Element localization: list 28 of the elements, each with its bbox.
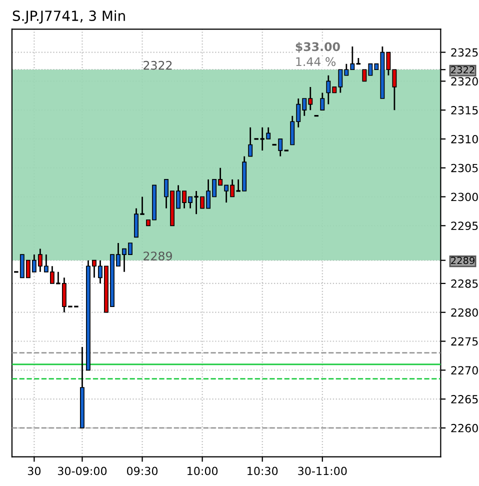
candlestick bbox=[320, 92, 325, 111]
y-tick-label: 2295 bbox=[451, 222, 478, 230]
chart-title: S.JP.J7741, 3 Min bbox=[12, 10, 125, 24]
y-tick-label: 2270 bbox=[451, 366, 478, 375]
annotation: 2289 bbox=[144, 252, 172, 261]
x-tick-label: 30-11:00 bbox=[298, 466, 347, 476]
x-tick-label: 10:00 bbox=[188, 466, 218, 476]
annotation: $33.00 bbox=[296, 42, 340, 53]
x-tick-label: 09:30 bbox=[126, 466, 158, 476]
y-tick-label: 2322 bbox=[451, 66, 474, 74]
y-tick-label: 2285 bbox=[451, 279, 478, 288]
candlestick bbox=[248, 126, 253, 158]
x-tick-label: 30-09:00 bbox=[58, 466, 107, 476]
y-tick-label: 2289 bbox=[451, 256, 474, 264]
y-tick-label: 2260 bbox=[451, 424, 478, 432]
y-tick-label: 2310 bbox=[451, 134, 478, 144]
y-tick-label: 2275 bbox=[451, 337, 478, 346]
y-tick-label: 2325 bbox=[451, 48, 478, 57]
y-tick-label: 2315 bbox=[451, 106, 478, 114]
y-tick-label: 2320 bbox=[451, 77, 478, 86]
y-tick-label: 2300 bbox=[451, 192, 478, 202]
y-tick-label: 2305 bbox=[451, 164, 478, 172]
annotation: 2322 bbox=[144, 60, 172, 70]
y-tick-label: 2280 bbox=[451, 308, 478, 317]
y-tick-label: 2265 bbox=[451, 395, 478, 404]
x-tick-label: 30 bbox=[28, 466, 41, 476]
annotation: 1.44 % bbox=[296, 57, 336, 66]
x-tick-label: 10:30 bbox=[248, 466, 278, 476]
